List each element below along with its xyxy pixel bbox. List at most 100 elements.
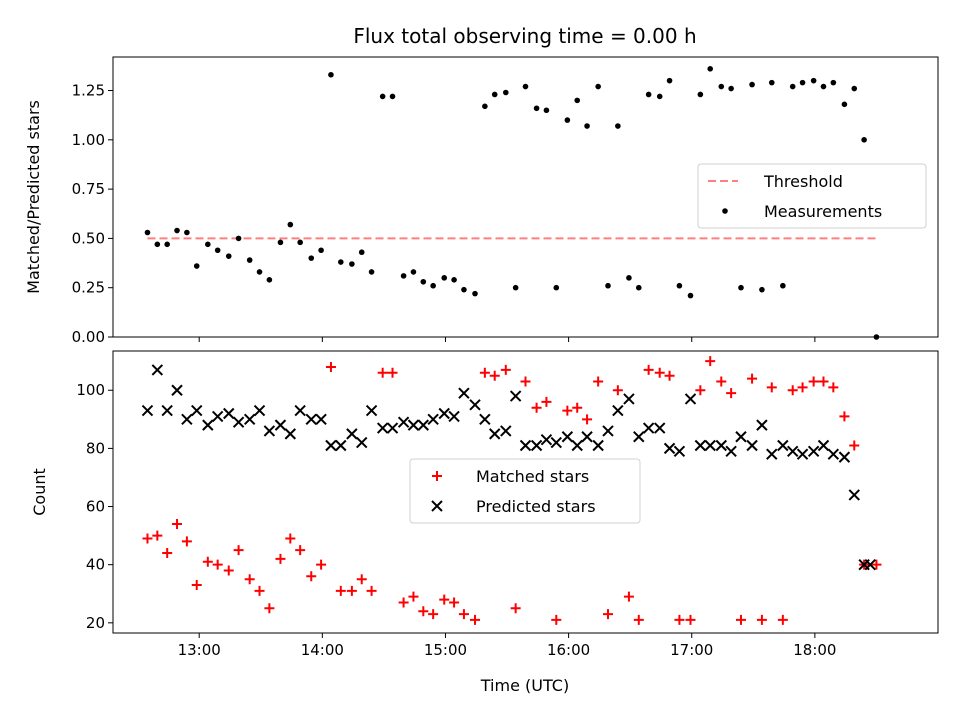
predicted-point: [479, 413, 491, 426]
matched-point: [531, 402, 542, 413]
matched-point: [142, 533, 153, 544]
measurement-point: [451, 277, 457, 283]
measurement-point: [799, 79, 806, 86]
predicted-point: [263, 425, 276, 437]
predicted-point: [612, 404, 624, 417]
predicted-point: [602, 425, 614, 437]
measurement-point: [174, 227, 180, 234]
predicted-point: [427, 413, 439, 426]
measurement-point: [768, 79, 775, 86]
predicted-point: [448, 410, 460, 423]
predicted-point: [151, 364, 164, 376]
matched-point: [346, 585, 357, 596]
y-tick-label: 1.00: [72, 131, 105, 149]
matched-point: [797, 382, 808, 393]
predicted-point: [746, 439, 758, 452]
predicted-point: [786, 445, 799, 458]
measurement-point: [193, 263, 200, 269]
measurement-point: [728, 85, 734, 92]
measurement-point: [358, 249, 365, 256]
matched-point: [572, 402, 583, 413]
predicted-point: [223, 407, 235, 420]
y-tick-label: 1.25: [72, 82, 105, 100]
matched-point: [233, 545, 244, 556]
predicted-point: [827, 448, 840, 460]
measurement-point: [666, 77, 673, 84]
matched-point: [439, 594, 450, 605]
measurement-point: [574, 97, 581, 104]
measurement-point: [389, 93, 396, 100]
measurement-point: [595, 83, 601, 90]
series-predicted-stars: [141, 364, 876, 571]
matched-point: [541, 396, 552, 407]
predicted-point: [243, 413, 256, 426]
measurement-point: [400, 273, 407, 279]
measurement-point: [759, 286, 765, 293]
predicted-point: [458, 387, 470, 399]
matched-point: [593, 376, 604, 387]
measurement-point: [830, 79, 837, 86]
measurement-point: [851, 85, 858, 92]
measurement-point: [420, 278, 427, 285]
predicted-point: [550, 436, 562, 449]
matched-point: [808, 376, 819, 387]
predicted-point: [704, 439, 716, 452]
matched-point: [377, 367, 388, 378]
measurement-point: [368, 269, 375, 275]
predicted-point: [232, 416, 245, 428]
matched-point: [756, 614, 767, 625]
measurement-point: [841, 101, 848, 108]
predicted-point: [540, 433, 553, 446]
matched-point: [244, 574, 255, 585]
matched-point: [562, 405, 573, 416]
matched-point: [325, 361, 336, 372]
matched-point: [818, 376, 829, 387]
predicted-point: [766, 448, 778, 460]
predicted-point: [407, 419, 420, 431]
matched-point: [418, 606, 429, 617]
predicted-point: [469, 399, 481, 411]
y-tick-label: 40: [86, 556, 105, 574]
predicted-point: [294, 404, 306, 417]
matched-point: [254, 585, 265, 596]
top-panel: 0.00 0.25 0.50 0.75 1.00 1.25 Threshold Measure…: [72, 56, 939, 346]
matched-point: [828, 382, 839, 393]
matched-point: [612, 385, 623, 396]
predicted-point: [325, 439, 337, 452]
matched-point: [387, 367, 398, 378]
legend: Matched stars Predicted stars: [409, 458, 641, 524]
matched-point: [162, 548, 173, 559]
measurement-point: [820, 83, 827, 90]
x-tick-label: 16:00: [547, 641, 590, 659]
predicted-point: [777, 439, 789, 452]
measurement-point: [780, 282, 786, 289]
measurement-point: [277, 239, 284, 246]
predicted-point: [500, 425, 512, 437]
y-tick-label: 0.00: [72, 328, 105, 346]
y-tick-label: 0.50: [72, 229, 105, 247]
legend-label: Threshold: [763, 172, 843, 191]
measurement-point: [164, 241, 170, 248]
matched-point: [520, 376, 531, 387]
measurement-point: [349, 261, 355, 267]
measurement-point: [522, 83, 529, 90]
plot-frame: [112, 56, 939, 338]
matched-point: [695, 385, 706, 396]
measurement-point: [318, 247, 324, 254]
matched-point: [408, 591, 419, 602]
predicted-point: [171, 384, 183, 396]
predicted-point: [417, 419, 430, 431]
measurement-point: [553, 284, 560, 291]
measurement-point: [810, 77, 817, 84]
matched-point: [212, 559, 223, 570]
matched-point: [181, 536, 192, 547]
legend: Threshold Measurements: [697, 163, 927, 229]
legend-box: [697, 163, 927, 229]
y-tick-label: 80: [86, 439, 105, 457]
matched-point: [582, 414, 593, 425]
measurement-point: [873, 334, 880, 340]
x-tick-label: 18:00: [793, 641, 836, 659]
predicted-point: [365, 404, 378, 417]
predicted-point: [211, 410, 224, 423]
measurement-point: [718, 83, 725, 90]
